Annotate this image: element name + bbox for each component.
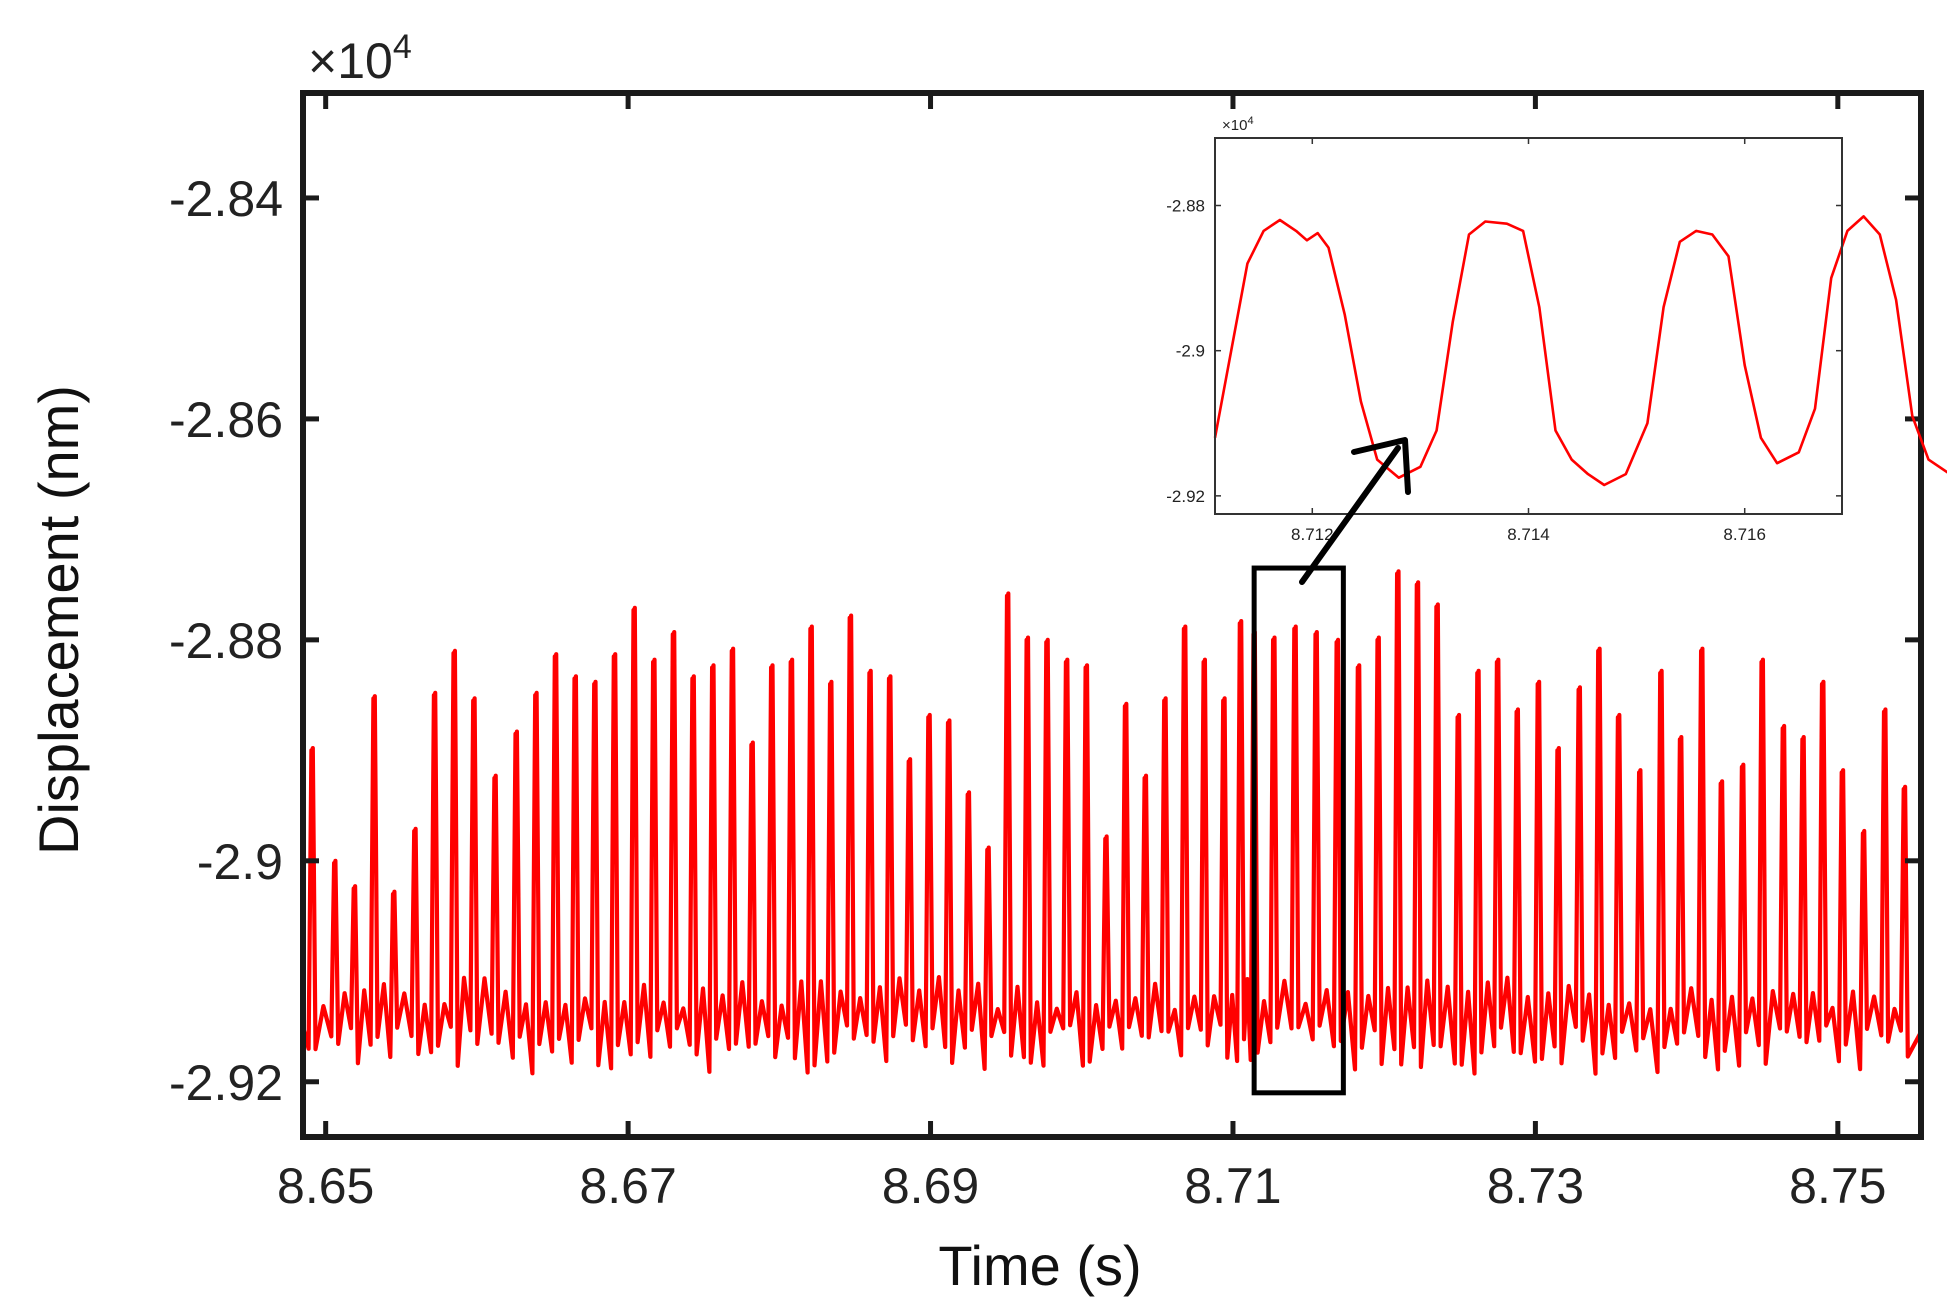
main-tick-marks [303,93,1921,1137]
main-exponent-power: 4 [393,28,412,66]
main-ytick-label: -2.86 [169,392,283,448]
main-plot: 8.65 8.67 8.69 8.71 8.73 8.75 -2.84 -2.86 -2.88… [169,90,1924,1214]
main-xtick-label: 8.67 [579,1158,676,1214]
inset-ytick-label: -2.88 [1166,197,1205,216]
zoom-arrow-head [1351,437,1411,495]
inset-ytick-label: -2.9 [1176,342,1205,361]
inset-xtick-labels: 8.712 8.714 8.716 [1291,525,1766,544]
x-axis-title: Time (s) [938,1234,1141,1297]
zoom-arrow-line [1299,445,1401,585]
inset-tick-marks [1215,138,1842,514]
inset-background [1215,138,1842,514]
main-xtick-label: 8.65 [277,1158,374,1214]
main-ytick-label: -2.84 [169,171,283,227]
main-axes-frame [300,90,1924,1140]
main-xtick-label: 8.69 [882,1158,979,1214]
main-xtick-label: 8.73 [1487,1158,1584,1214]
inset-exponent-base: ×10 [1222,117,1247,134]
main-ytick-label: -2.92 [169,1055,283,1111]
main-series-line [300,569,1923,1076]
main-series-group [300,569,1923,1076]
inset-ytick-labels: -2.88 -2.9 -2.92 [1166,197,1205,506]
inset-ytick-label: -2.92 [1166,487,1205,506]
zoom-highlight-box [1251,565,1346,1096]
inset-exponent-label: ×104 [1222,115,1254,134]
main-xtick-label: 8.75 [1789,1158,1886,1214]
main-xtick-label: 8.71 [1184,1158,1281,1214]
main-exponent-base: ×10 [308,33,393,89]
y-axis-title: Displacement (nm) [27,385,90,855]
inset-plot: 8.712 8.714 8.716 -2.88 -2.9 -2.92 ×104 [1166,115,1947,544]
inset-xtick-label: 8.716 [1723,525,1766,544]
main-xtick-labels: 8.65 8.67 8.69 8.71 8.73 8.75 [277,1158,1886,1214]
main-exponent-label: ×104 [308,28,412,89]
inset-xtick-label: 8.712 [1291,525,1334,544]
main-ytick-label: -2.9 [197,834,283,890]
inset-exponent-power: 4 [1247,115,1253,127]
main-ytick-label: -2.88 [169,613,283,669]
main-ytick-labels: -2.84 -2.86 -2.88 -2.9 -2.92 [169,171,283,1111]
inset-series-group [1213,215,1947,487]
inset-xtick-label: 8.714 [1507,525,1550,544]
inset-series-line [1213,215,1947,487]
